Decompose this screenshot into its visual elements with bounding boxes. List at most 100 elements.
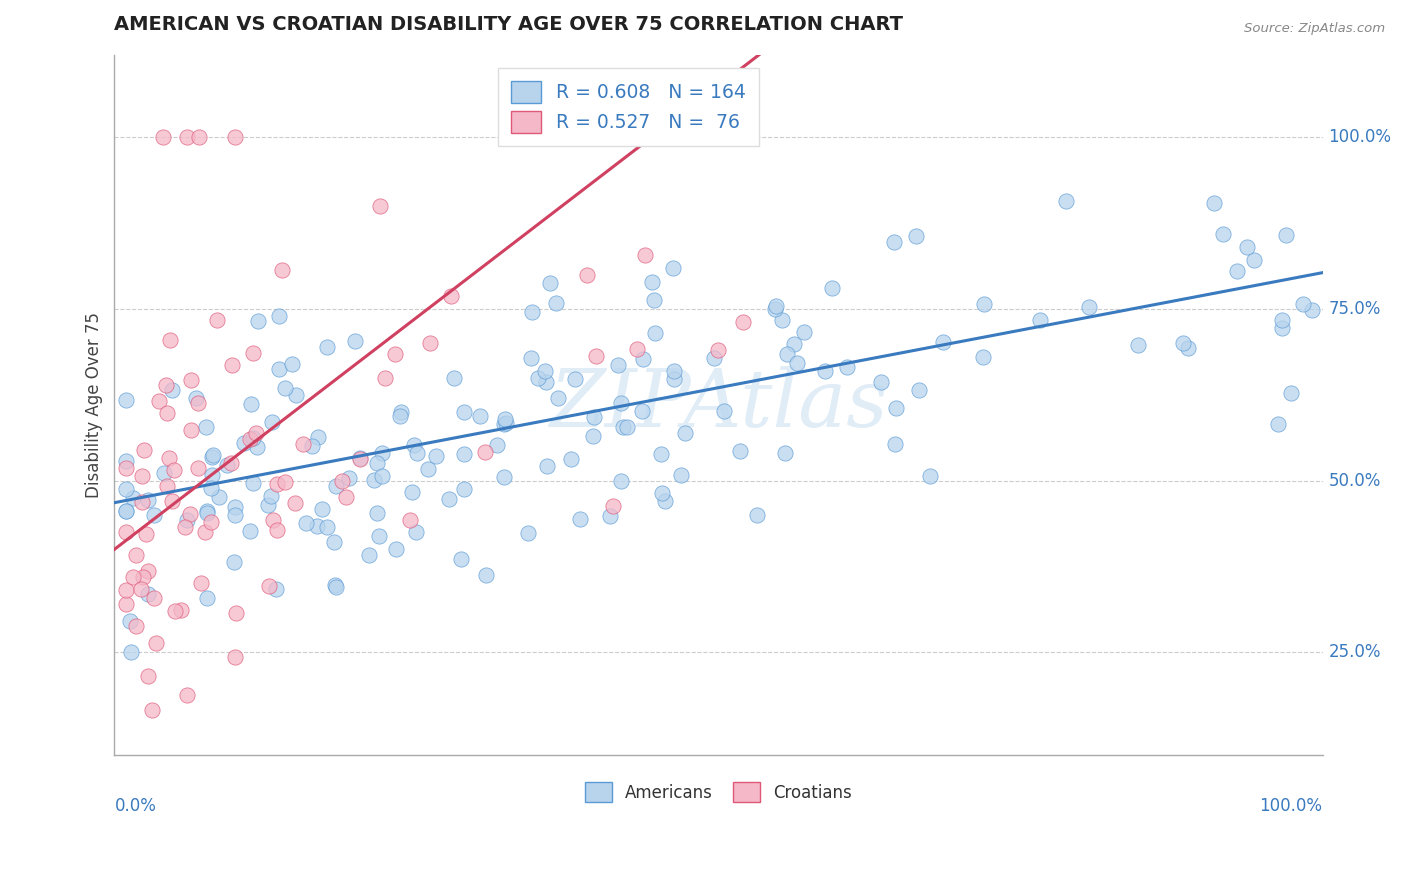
- Point: [273, 475, 295, 489]
- Point: [115, 504, 138, 518]
- Point: [165, 604, 187, 618]
- Point: [973, 297, 995, 311]
- Point: [883, 235, 905, 249]
- Point: [366, 506, 388, 520]
- Point: [155, 377, 177, 392]
- Point: [315, 519, 337, 533]
- Text: 75.0%: 75.0%: [1329, 300, 1381, 318]
- Point: [224, 650, 246, 665]
- Point: [631, 351, 654, 366]
- Point: [129, 582, 152, 596]
- Text: ZIPAtlas: ZIPAtlas: [550, 367, 887, 444]
- Text: 0.0%: 0.0%: [114, 797, 156, 815]
- Legend: Americans, Croatians: Americans, Croatians: [576, 774, 860, 810]
- Point: [176, 130, 198, 145]
- Point: [814, 363, 837, 377]
- Point: [370, 469, 392, 483]
- Point: [582, 428, 605, 442]
- Point: [170, 603, 193, 617]
- Point: [1212, 227, 1234, 241]
- Point: [132, 442, 155, 457]
- Point: [517, 525, 540, 540]
- Point: [368, 529, 391, 543]
- Point: [671, 468, 693, 483]
- Point: [599, 509, 621, 524]
- Point: [262, 513, 284, 527]
- Point: [536, 458, 558, 473]
- Point: [115, 393, 138, 408]
- Point: [157, 450, 180, 465]
- Point: [349, 450, 371, 465]
- Point: [773, 446, 796, 460]
- Point: [343, 334, 366, 348]
- Point: [644, 326, 666, 340]
- Point: [904, 228, 927, 243]
- Point: [745, 508, 768, 523]
- Point: [399, 512, 422, 526]
- Point: [200, 515, 222, 529]
- Point: [201, 450, 224, 465]
- Point: [419, 336, 441, 351]
- Point: [583, 410, 606, 425]
- Point: [269, 309, 291, 323]
- Point: [1267, 417, 1289, 431]
- Point: [207, 313, 229, 327]
- Point: [245, 425, 267, 440]
- Point: [187, 460, 209, 475]
- Point: [141, 703, 163, 717]
- Point: [835, 360, 858, 375]
- Point: [335, 491, 357, 505]
- Point: [131, 495, 153, 509]
- Point: [1279, 385, 1302, 400]
- Point: [195, 504, 218, 518]
- Point: [534, 375, 557, 389]
- Point: [569, 512, 592, 526]
- Point: [143, 508, 166, 522]
- Point: [337, 471, 360, 485]
- Point: [153, 467, 176, 481]
- Point: [453, 482, 475, 496]
- Point: [533, 364, 555, 378]
- Point: [284, 496, 307, 510]
- Point: [179, 507, 201, 521]
- Point: [538, 276, 561, 290]
- Point: [612, 420, 634, 434]
- Point: [190, 575, 212, 590]
- Point: [246, 441, 269, 455]
- Point: [1292, 297, 1315, 311]
- Point: [239, 432, 262, 446]
- Point: [239, 524, 262, 538]
- Point: [673, 426, 696, 441]
- Point: [208, 490, 231, 504]
- Point: [323, 535, 346, 549]
- Point: [453, 405, 475, 419]
- Point: [122, 570, 145, 584]
- Point: [884, 401, 907, 415]
- Point: [602, 499, 624, 513]
- Point: [115, 482, 138, 496]
- Point: [115, 597, 138, 611]
- Point: [120, 645, 142, 659]
- Point: [219, 456, 242, 470]
- Point: [388, 409, 411, 423]
- Point: [654, 494, 676, 508]
- Point: [776, 347, 799, 361]
- Point: [425, 450, 447, 464]
- Point: [786, 356, 808, 370]
- Point: [259, 489, 281, 503]
- Point: [366, 456, 388, 470]
- Text: 100.0%: 100.0%: [1329, 128, 1392, 146]
- Point: [180, 373, 202, 387]
- Point: [1236, 240, 1258, 254]
- Point: [156, 478, 179, 492]
- Point: [520, 351, 543, 366]
- Point: [136, 587, 159, 601]
- Point: [115, 454, 138, 468]
- Point: [1171, 336, 1194, 351]
- Point: [131, 468, 153, 483]
- Point: [120, 614, 142, 628]
- Point: [453, 447, 475, 461]
- Point: [405, 524, 427, 539]
- Point: [1275, 227, 1298, 242]
- Point: [650, 447, 672, 461]
